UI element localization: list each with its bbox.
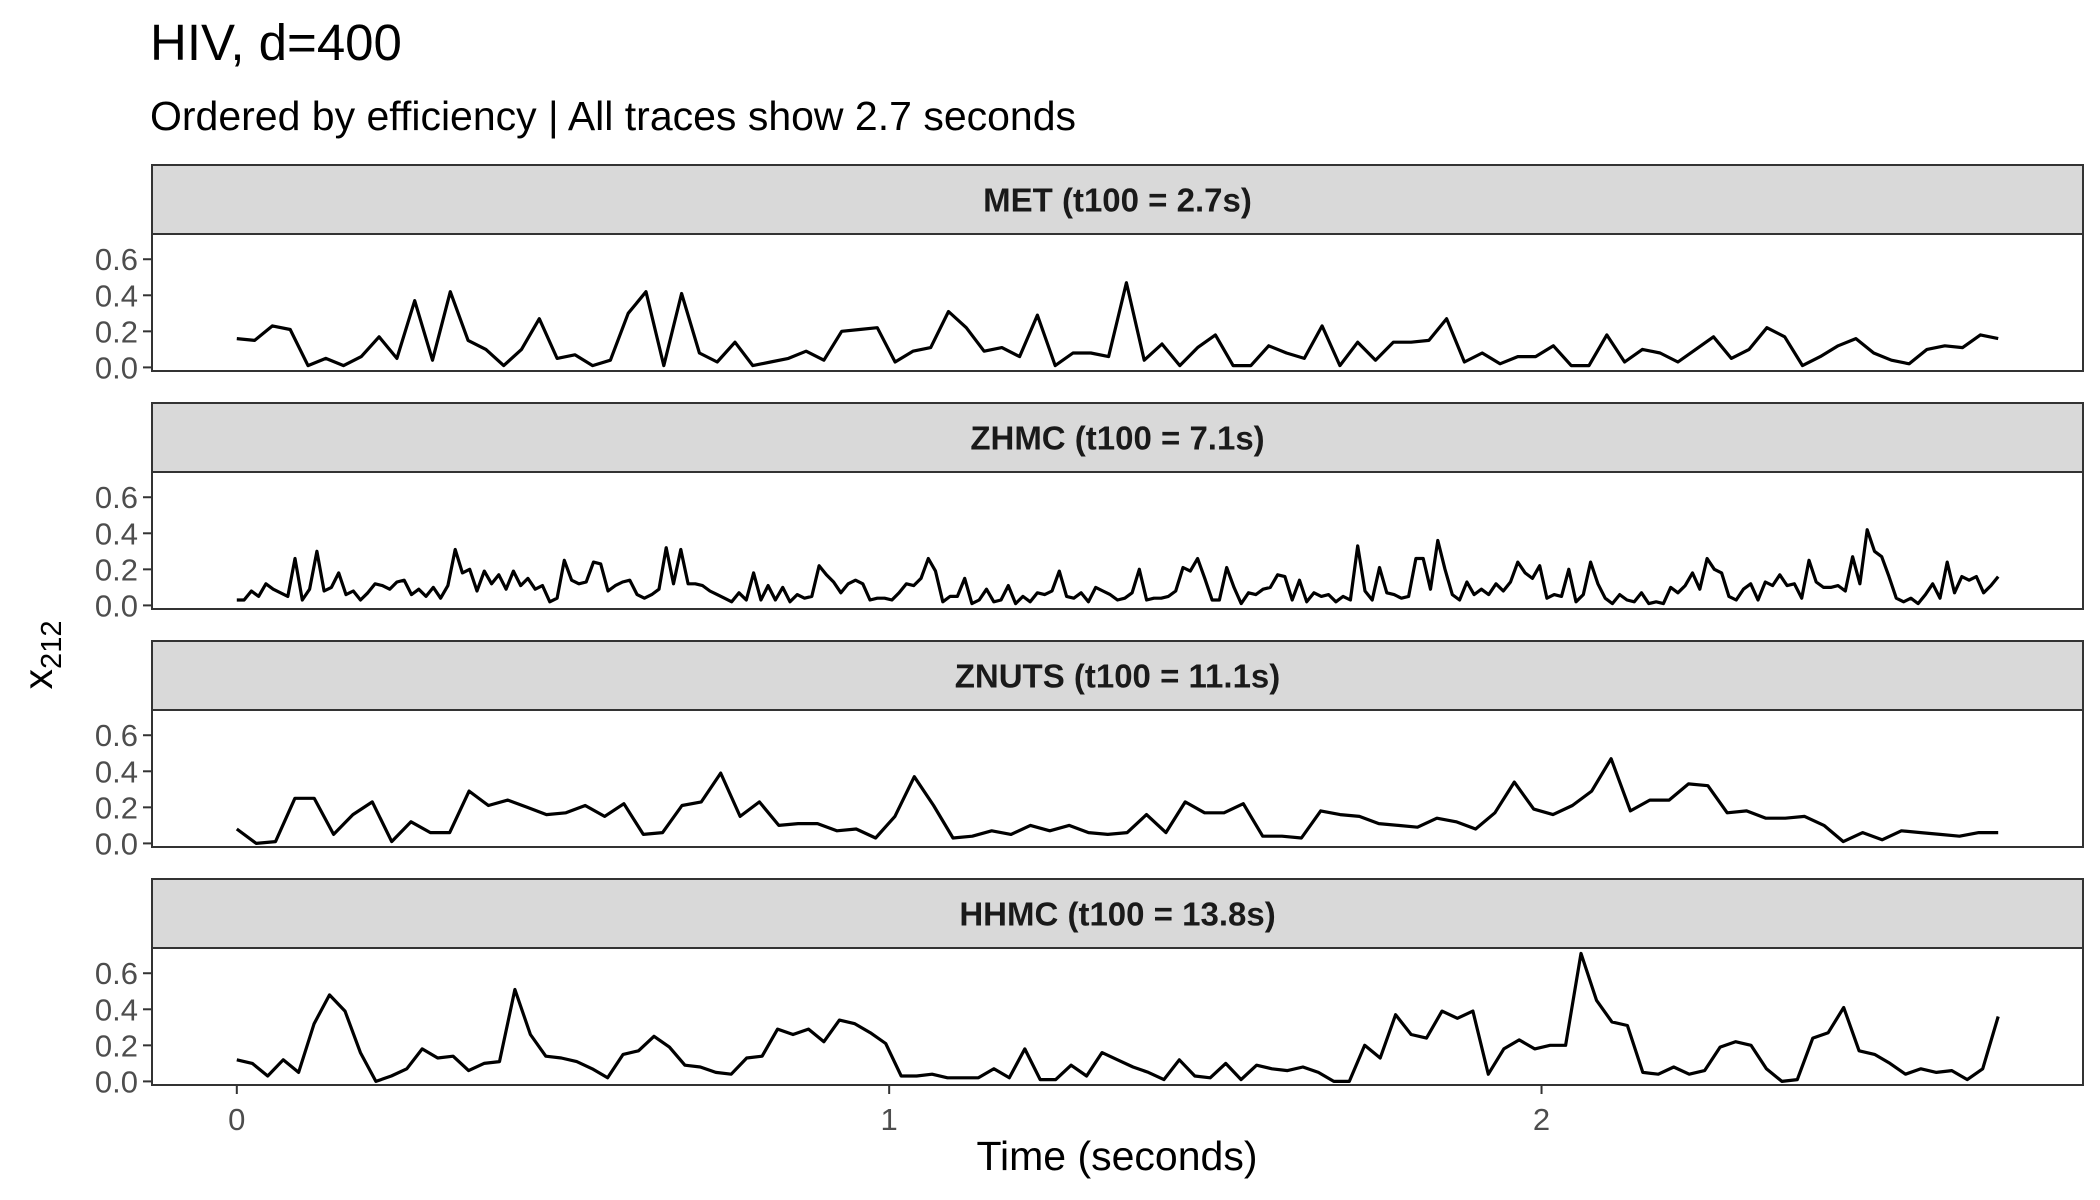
x-tick-label: 0: [228, 1102, 245, 1137]
y-tick-label: 0.2: [95, 790, 138, 825]
facet-panel: ZHMC (t100 = 7.1s) 0.00.20.40.6: [95, 402, 2084, 623]
trace-line: [236, 528, 2000, 606]
x-tick-label: 1: [881, 1102, 898, 1137]
y-axis-title-subscript: 212: [36, 621, 68, 669]
panel-border: [151, 947, 2084, 1086]
x-tick-label: 2: [1533, 1102, 1550, 1137]
y-tick-label: 0.4: [95, 516, 138, 551]
facet-strip: [151, 164, 2084, 235]
y-tick-label: 0.0: [95, 1064, 138, 1099]
y-axis-title-base: x: [15, 668, 61, 689]
y-tick-label: 0.6: [95, 718, 138, 753]
y-tick-label: 0.6: [95, 242, 138, 277]
trace-line: [236, 951, 2000, 1084]
y-tick-label: 0.4: [95, 754, 138, 789]
y-tick-label: 0.4: [95, 278, 138, 313]
chart-subtitle: Ordered by efficiency | All traces show …: [150, 93, 1076, 139]
y-tick-label: 0.0: [95, 350, 138, 385]
y-tick-label: 0.2: [95, 552, 138, 587]
facet-strip-label: ZHMC (t100 = 7.1s): [970, 420, 1264, 457]
y-tick-label: 0.2: [95, 314, 138, 349]
y-tick-label: 0.4: [95, 992, 138, 1027]
facet-strip-label: ZNUTS (t100 = 11.1s): [955, 658, 1281, 695]
x-axis-title: Time (seconds): [977, 1133, 1258, 1179]
chart-title: HIV, d=400: [150, 14, 402, 71]
facet-strip: [151, 402, 2084, 473]
trace-line: [236, 281, 1999, 368]
x-axis: 0 1 2: [228, 1085, 1550, 1137]
y-tick-label: 0.0: [95, 588, 138, 623]
facet-strip-label: MET (t100 = 2.7s): [983, 182, 1252, 219]
facet-panel: HHMC (t100 = 13.8s) 0.00.20.40.6: [95, 878, 2084, 1099]
y-tick-label: 0.2: [95, 1028, 138, 1063]
y-tick-label: 0.6: [95, 956, 138, 991]
facet-strip: [151, 640, 2084, 711]
panel-border: [151, 471, 2084, 610]
y-tick-label: 0.6: [95, 480, 138, 515]
facet-panel: ZNUTS (t100 = 11.1s) 0.00.20.40.6: [95, 640, 2084, 861]
facet-strip-label: HHMC (t100 = 13.8s): [959, 896, 1275, 933]
y-axis-title: x212: [15, 621, 68, 690]
facet-panel: MET (t100 = 2.7s) 0.00.20.40.6: [95, 164, 2084, 385]
trace-line: [235, 757, 1999, 846]
panel-border: [151, 233, 2084, 372]
y-tick-label: 0.0: [95, 826, 138, 861]
panel-border: [151, 709, 2084, 848]
